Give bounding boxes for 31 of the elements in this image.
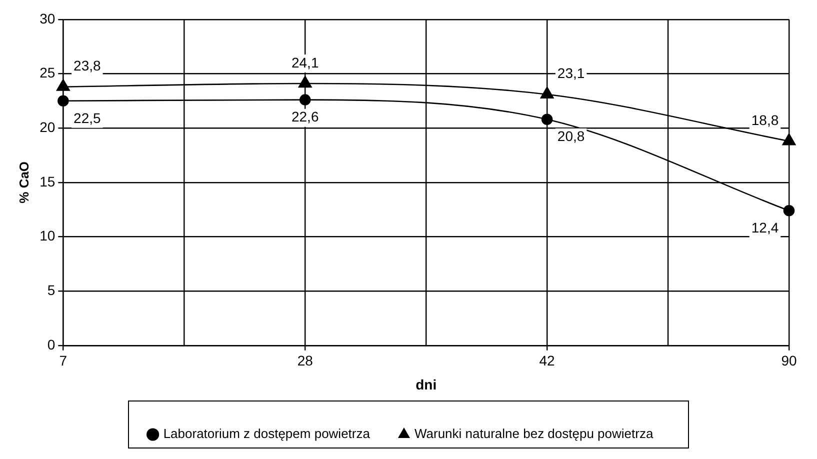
point [298, 76, 312, 88]
point [541, 114, 553, 126]
y-tick-label: 30 [40, 10, 56, 26]
y-tick-label: 0 [47, 336, 56, 352]
x-tick-label: 7 [59, 352, 68, 369]
point [58, 95, 69, 107]
x-tick-label: 90 [781, 352, 797, 369]
data-label: 24,1 [291, 54, 319, 70]
data-label: 20,8 [557, 128, 585, 144]
legend-label: Warunki naturalne bez dostępu powietrza [414, 426, 654, 442]
y-tick-label: 20 [40, 118, 56, 135]
data-label: 22,5 [74, 110, 102, 126]
legend-label: Laboratorium z dostępem powietrza [163, 426, 371, 442]
x-axis-title: dni [416, 376, 437, 392]
y-tick-label: 5 [47, 282, 56, 298]
x-tick-label: 28 [297, 352, 314, 369]
data-label: 23,1 [557, 65, 585, 82]
point [299, 94, 311, 106]
y-tick-label: 10 [40, 228, 56, 244]
y-tick-label: 15 [40, 173, 56, 190]
data-label: 23,8 [74, 58, 102, 74]
y-tick-label: 25 [40, 64, 56, 81]
data-label: 18,8 [751, 112, 779, 128]
point [783, 205, 795, 216]
data-label: 12,4 [751, 220, 779, 236]
point [782, 133, 796, 146]
point [540, 86, 554, 99]
y-axis-title: % CaO [16, 161, 32, 204]
data-label: 22,6 [291, 108, 319, 125]
x-tick-label: 42 [539, 352, 556, 369]
point [56, 79, 70, 91]
